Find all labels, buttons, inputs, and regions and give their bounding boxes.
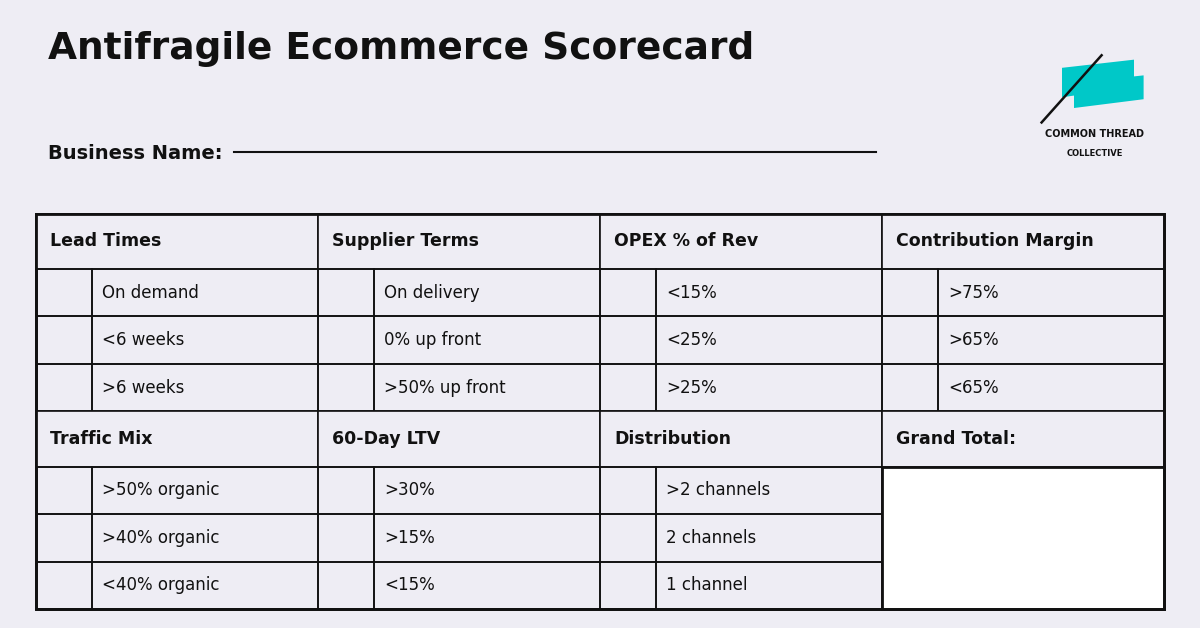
Text: COMMON THREAD: COMMON THREAD [1045,129,1144,139]
Bar [36,214,1164,609]
Bar [92,561,318,609]
Text: >6 weeks: >6 weeks [102,379,185,397]
Bar [882,467,1164,609]
Bar [318,364,374,411]
Bar [600,467,656,514]
Text: <15%: <15% [384,577,434,595]
Bar [36,411,318,467]
Bar [318,467,374,514]
Bar [92,364,318,411]
Text: >2 channels: >2 channels [666,482,770,499]
Text: On demand: On demand [102,284,199,301]
Text: >15%: >15% [384,529,434,547]
Bar [36,214,1164,609]
Bar [36,514,92,561]
Bar [600,364,656,411]
Bar [318,514,374,561]
Bar [36,317,92,364]
Bar [656,364,882,411]
Bar [374,561,600,609]
Text: >30%: >30% [384,482,434,499]
Text: >65%: >65% [948,331,998,349]
Text: <65%: <65% [948,379,998,397]
Bar [36,561,92,609]
Text: Contribution Margin: Contribution Margin [896,232,1094,250]
Text: >75%: >75% [948,284,998,301]
Bar [656,317,882,364]
Text: 1 channel: 1 channel [666,577,748,595]
Text: Supplier Terms: Supplier Terms [332,232,480,250]
Bar [600,411,882,467]
Text: Distribution: Distribution [614,430,732,448]
Text: COLLECTIVE: COLLECTIVE [1067,149,1122,158]
Text: Business Name:: Business Name: [48,144,222,163]
Bar [600,561,656,609]
Bar [938,269,1164,317]
Bar [318,269,374,317]
Bar [374,364,600,411]
Text: Antifragile Ecommerce Scorecard: Antifragile Ecommerce Scorecard [48,31,755,67]
Bar [656,514,882,561]
Bar [600,514,656,561]
Bar [600,214,882,269]
Text: OPEX % of Rev: OPEX % of Rev [614,232,758,250]
Bar [36,467,92,514]
Text: <15%: <15% [666,284,716,301]
Bar [882,317,938,364]
Bar [92,467,318,514]
Text: >50% up front: >50% up front [384,379,505,397]
Text: Grand Total:: Grand Total: [896,430,1016,448]
Bar [374,317,600,364]
Text: <25%: <25% [666,331,716,349]
Bar [938,317,1164,364]
Bar [36,269,92,317]
Text: 2 channels: 2 channels [666,529,756,547]
Text: Traffic Mix: Traffic Mix [50,430,152,448]
Bar [36,214,318,269]
Bar [882,269,938,317]
Text: <6 weeks: <6 weeks [102,331,185,349]
Bar [36,364,92,411]
Bar [374,467,600,514]
Bar [882,214,1164,269]
Text: On delivery: On delivery [384,284,480,301]
Text: >40% organic: >40% organic [102,529,220,547]
Bar [938,364,1164,411]
Bar [882,411,1164,467]
Bar [882,364,938,411]
Text: >25%: >25% [666,379,716,397]
Bar [656,467,882,514]
Polygon shape [1074,75,1144,108]
Bar [374,269,600,317]
Bar [92,269,318,317]
Text: <40% organic: <40% organic [102,577,220,595]
Bar [656,561,882,609]
Polygon shape [1062,60,1134,97]
Bar [318,561,374,609]
Bar [318,317,374,364]
Text: Lead Times: Lead Times [50,232,162,250]
Bar [92,317,318,364]
Bar [600,269,656,317]
Bar [318,411,600,467]
Text: 0% up front: 0% up front [384,331,481,349]
Bar [318,214,600,269]
Bar [374,514,600,561]
Text: >50% organic: >50% organic [102,482,220,499]
Bar [656,269,882,317]
Bar [600,317,656,364]
Text: 60-Day LTV: 60-Day LTV [332,430,440,448]
Bar [92,514,318,561]
